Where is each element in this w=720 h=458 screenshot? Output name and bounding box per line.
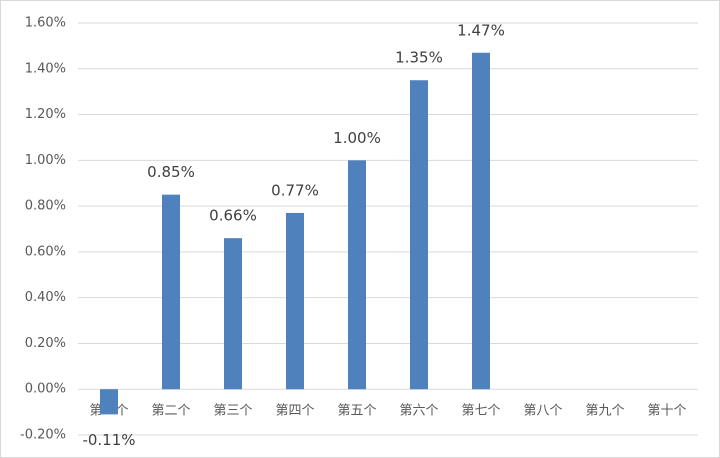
bar [410, 80, 428, 390]
value-label: 1.47% [457, 21, 505, 39]
y-tick-label: 0.60% [25, 244, 66, 259]
y-tick-label: 0.40% [25, 290, 66, 305]
y-tick-label: 1.60% [25, 16, 66, 31]
y-tick-label: -0.20% [20, 428, 66, 443]
bar [162, 194, 180, 390]
bar [224, 238, 242, 390]
y-tick-label: 1.40% [25, 61, 66, 76]
x-tick-label: 第十个 [647, 404, 686, 419]
value-label: 0.66% [209, 207, 257, 225]
y-tick-label: 1.20% [25, 107, 66, 122]
x-tick-label: 第九个 [585, 404, 624, 419]
x-tick-label: 第二个 [151, 404, 190, 419]
x-tick-label: 第七个 [461, 404, 500, 419]
x-tick-label: 第八个 [523, 404, 562, 419]
bar [472, 52, 490, 390]
x-tick-label: 第四个 [275, 404, 314, 419]
value-label: -0.11% [82, 431, 135, 449]
value-label: 1.00% [333, 129, 381, 147]
y-tick-label: 1.00% [25, 153, 66, 168]
value-label: 0.85% [147, 163, 195, 181]
y-tick-label: 0.20% [25, 336, 66, 351]
bar [286, 212, 304, 390]
y-tick-label: 0.80% [25, 199, 66, 214]
value-label: 1.35% [395, 49, 443, 67]
y-tick-label: 0.00% [25, 382, 66, 397]
bar [100, 389, 118, 415]
x-tick-label: 第六个 [399, 404, 438, 419]
x-tick-label: 第五个 [337, 404, 376, 419]
value-label: 0.77% [271, 181, 319, 199]
x-tick-label: 第三个 [213, 404, 252, 419]
bar [348, 160, 366, 390]
